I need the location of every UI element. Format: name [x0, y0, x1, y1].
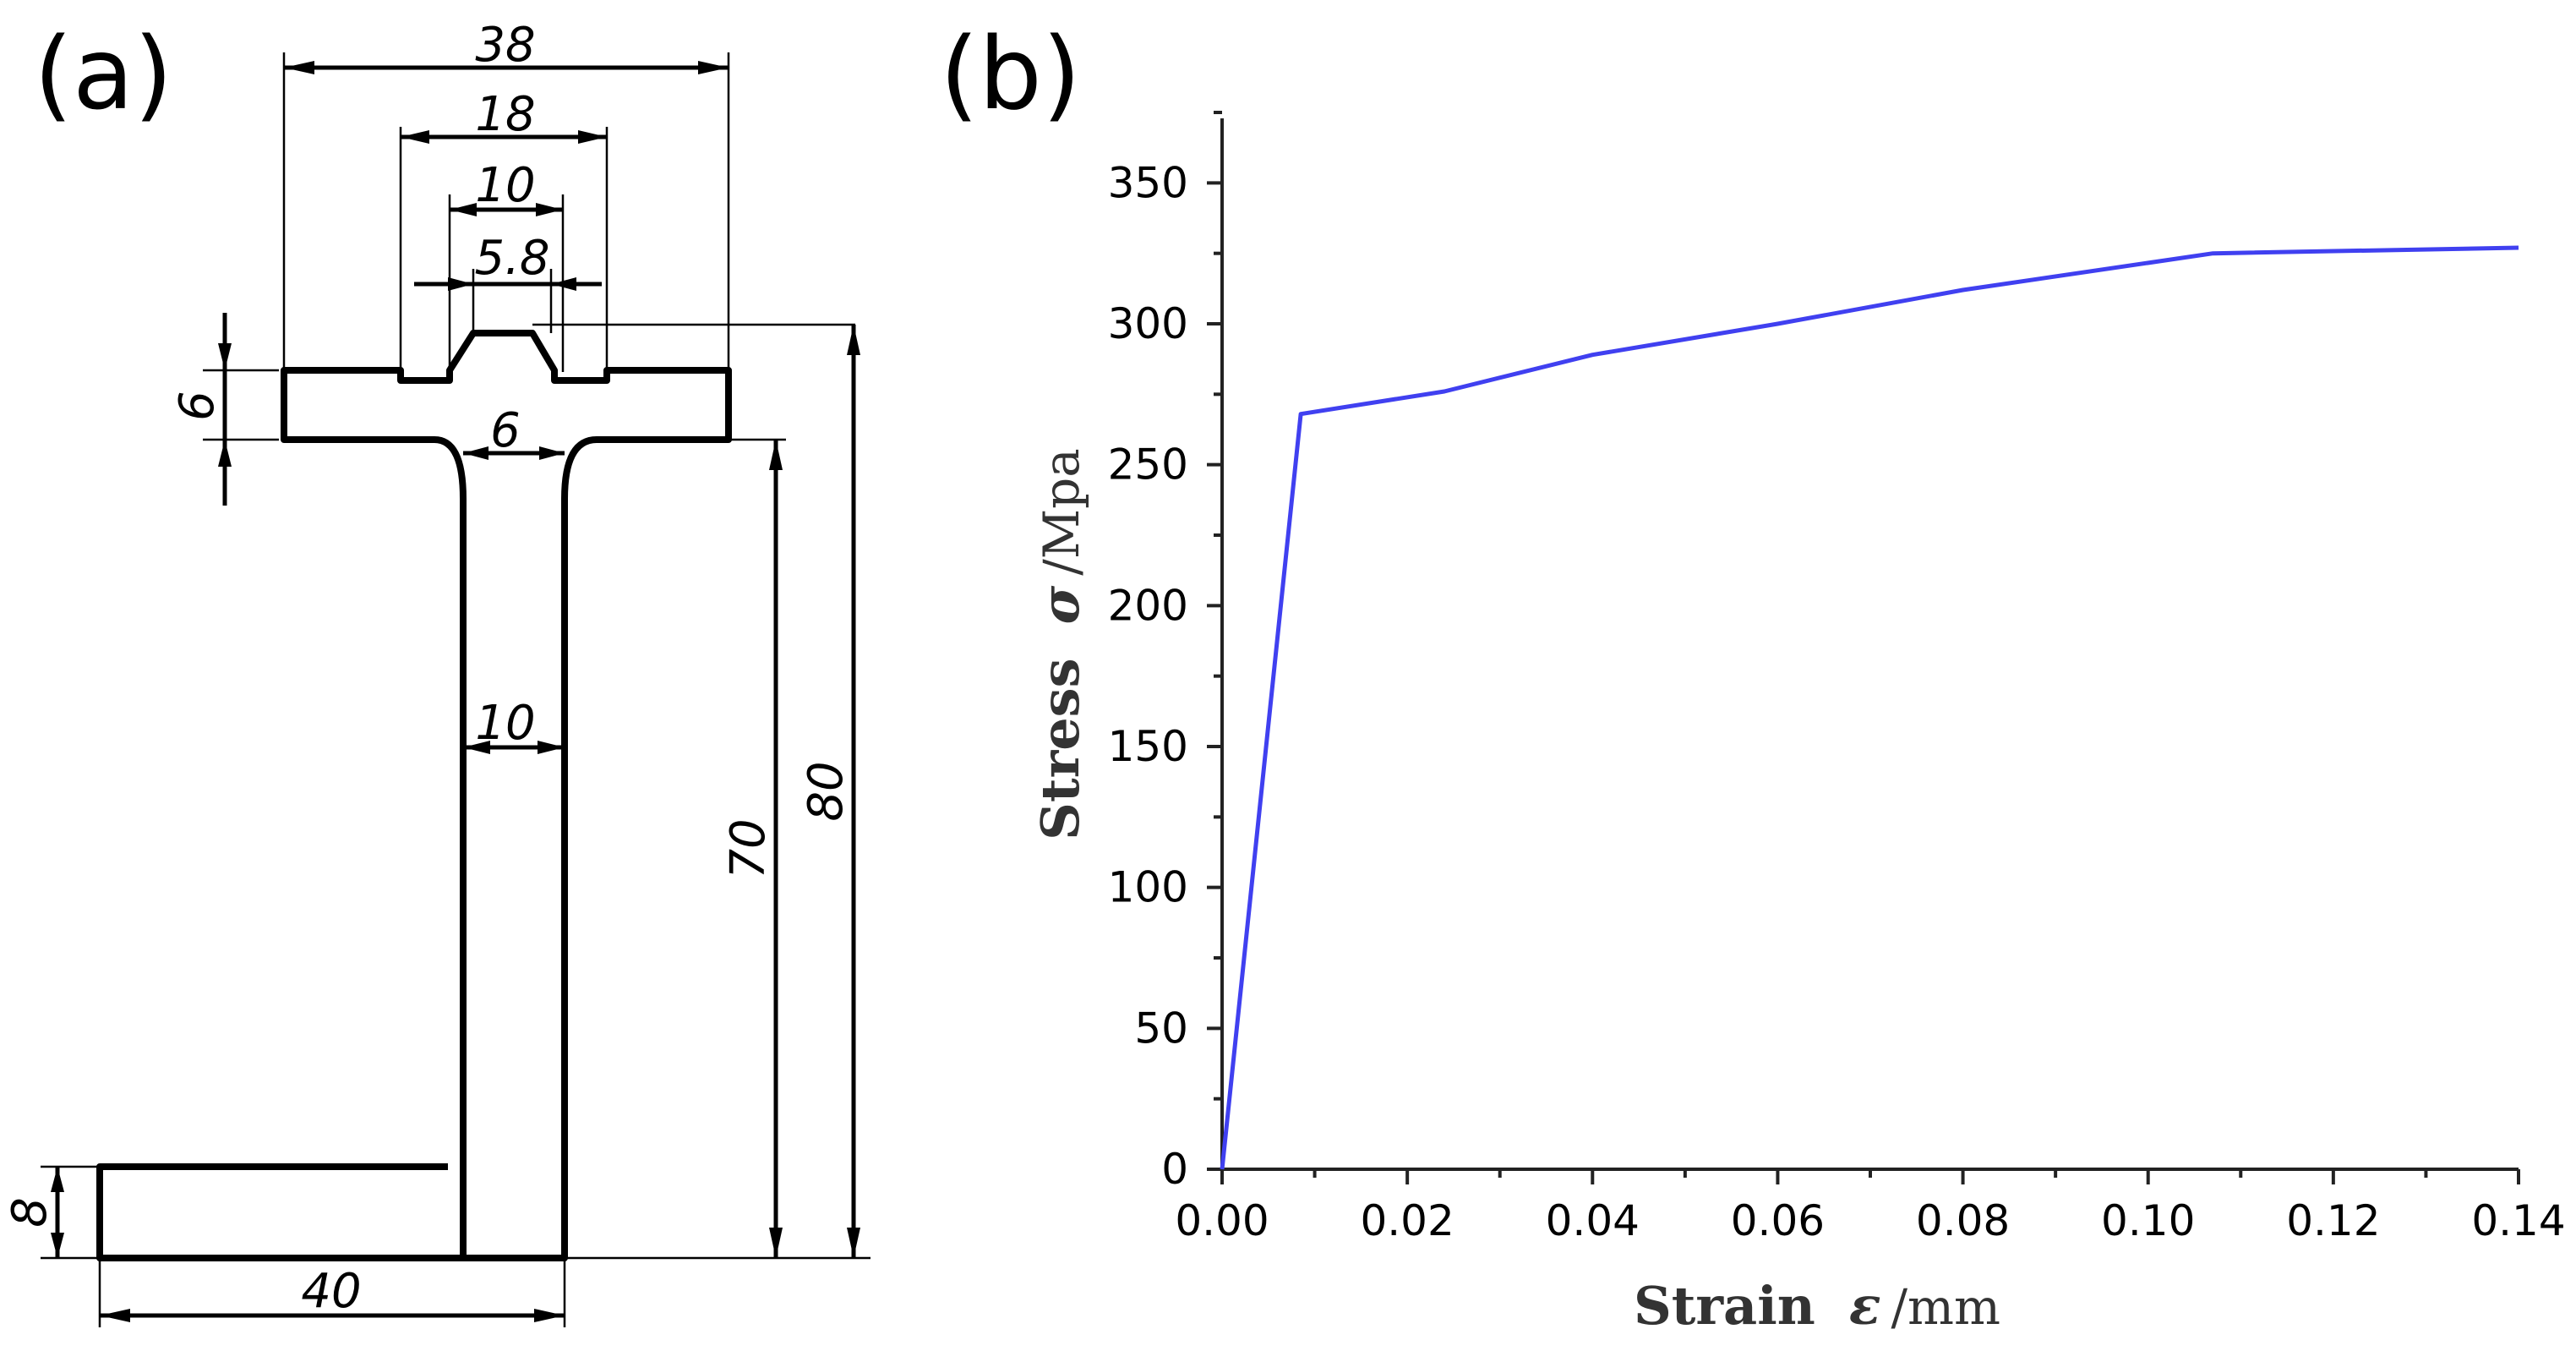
svg-text:70: 70 — [721, 818, 776, 878]
panel-b-label: (b) — [940, 15, 1081, 132]
y-axis-title-unit: /Mpa — [1033, 448, 1090, 576]
y-tick-label: 50 — [1134, 1004, 1188, 1053]
dim-web-width: 10 — [463, 696, 565, 754]
x-tick-label: 0.00 — [1175, 1196, 1269, 1245]
stress-strain-curve — [1220, 245, 2519, 1170]
y-tick-label: 250 — [1108, 440, 1188, 490]
svg-text:38: 38 — [475, 18, 535, 73]
y-axis-title: Stress σ/Mpa — [1029, 448, 1091, 840]
svg-text:40: 40 — [301, 1264, 361, 1319]
part-outline — [96, 330, 732, 1261]
x-tick-label: 0.10 — [2101, 1196, 2195, 1245]
svg-text:Stressσ/Mpa: Stress σ/Mpa — [1029, 448, 1091, 840]
x-axis-title-word: Strain — [1634, 1275, 1815, 1337]
svg-text:8: 8 — [3, 1197, 57, 1228]
dim-foot-length: 40 — [100, 1264, 565, 1322]
x-tick-label: 0.12 — [2286, 1196, 2380, 1245]
y-tick-label: 100 — [1108, 863, 1188, 912]
y-tick-label: 350 — [1108, 158, 1188, 207]
stress-strain-chart: 0.00 0.02 0.04 0.06 0.08 0.10 0.12 0.14 0 50 100 1… — [1108, 111, 2566, 1245]
svg-text:80: 80 — [799, 761, 854, 821]
x-tick-label: 0.06 — [1731, 1196, 1825, 1245]
dim-total-height: 80 — [799, 325, 860, 1258]
svg-text:10: 10 — [475, 158, 535, 213]
x-tick-label: 0.04 — [1546, 1196, 1640, 1245]
svg-text:6: 6 — [490, 403, 521, 458]
series-layer — [1220, 245, 2519, 1170]
x-tick-label: 0.08 — [1916, 1196, 2010, 1245]
svg-text:5.8: 5.8 — [474, 231, 549, 286]
dim-flange-thickness: 6 — [170, 313, 232, 506]
dim-lower-height: 70 — [721, 440, 783, 1258]
svg-text:18: 18 — [475, 87, 535, 142]
panel-a-label: (a) — [34, 15, 172, 132]
dim-foot-thickness: 8 — [3, 1167, 64, 1258]
x-axis-title-symbol: ε — [1849, 1275, 1881, 1337]
dim-mid-width: 18 — [401, 87, 607, 144]
dim-top-width: 38 — [284, 18, 729, 74]
y-ticks: 0 50 100 150 200 250 300 350 — [1108, 111, 1222, 1194]
x-tick-label: 0.02 — [1360, 1196, 1454, 1245]
panel-b: (b) 0.00 0.02 0.04 0.06 0.08 0.10 0.12 0.14 0 50… — [940, 15, 2566, 1337]
dim-tip-width: 5.8 — [414, 231, 602, 291]
x-axis-title: Strain ε/mm — [1634, 1275, 2000, 1337]
y-tick-label: 0 — [1161, 1145, 1188, 1194]
x-tick-label: 0.14 — [2471, 1196, 2565, 1245]
x-axis-title-unit: /mm — [1891, 1278, 2001, 1336]
x-ticks: 0.00 0.02 0.04 0.06 0.08 0.10 0.12 0.14 — [1175, 1169, 2566, 1245]
dim-neck-width: 6 — [463, 403, 565, 460]
svg-text:10: 10 — [475, 696, 535, 751]
y-tick-label: 300 — [1108, 299, 1188, 348]
y-tick-label: 150 — [1108, 722, 1188, 771]
dim-slot-width: 10 — [450, 158, 563, 216]
svg-text:6: 6 — [170, 391, 225, 421]
y-tick-label: 200 — [1108, 581, 1188, 630]
panel-a: (a) 38 — [3, 15, 870, 1327]
y-axis-title-word: Stress — [1029, 659, 1091, 840]
y-axis-title-symbol: σ — [1029, 586, 1091, 625]
extension-lines — [41, 52, 870, 1327]
